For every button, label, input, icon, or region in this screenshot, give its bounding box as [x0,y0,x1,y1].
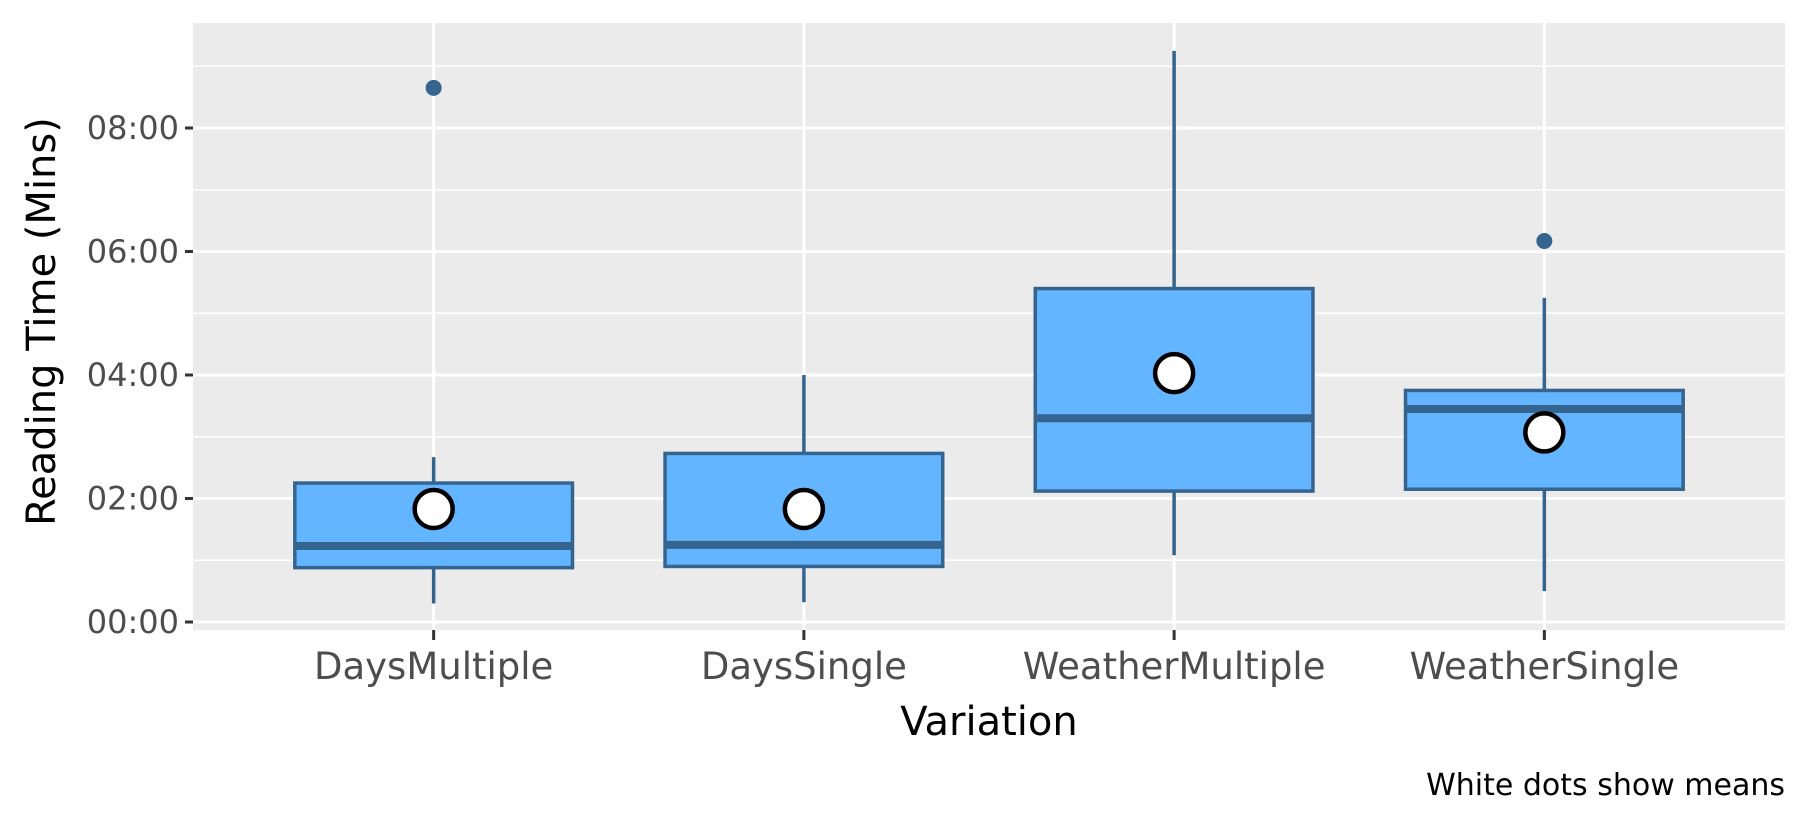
box-group-weathersingle [1403,233,1685,592]
y-tick-label: 06:00 [87,233,179,271]
x-tick-label: WeatherMultiple [1023,645,1326,688]
chart-caption: White dots show means [1426,768,1785,803]
boxes [293,50,1685,604]
mean-point [1523,411,1566,454]
y-tick-label: 04:00 [87,356,179,394]
mean-point [782,487,826,531]
box-group-daysmultiple [293,79,575,604]
outlier-point [1536,233,1553,250]
mean-point [412,487,455,531]
y-axis-title: Reading Time (Mins) [19,117,65,526]
box-group-weathermultiple [1033,50,1315,556]
y-tick-label: 02:00 [87,480,179,518]
y-tick-label: 08:00 [87,109,179,147]
y-tick-label: 00:00 [87,603,179,641]
outlier-point [425,79,442,96]
x-tick-label: WeatherSingle [1410,645,1680,688]
x-tick-label: DaysMultiple [314,645,553,688]
axes: 00:00 02:00 04:00 06:00 08:00 DaysMultiple Day… [87,109,1679,688]
box-group-dayssingle [663,375,945,603]
x-axis-title: Variation [900,699,1077,745]
mean-point [1152,351,1196,395]
x-tick-label: DaysSingle [701,645,907,688]
